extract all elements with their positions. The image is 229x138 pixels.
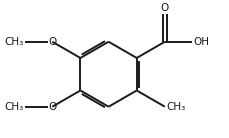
Text: O: O	[160, 3, 168, 13]
Text: OH: OH	[193, 37, 209, 47]
Text: CH₃: CH₃	[4, 37, 24, 47]
Text: CH₃: CH₃	[4, 102, 24, 112]
Text: O: O	[48, 37, 56, 47]
Text: CH₃: CH₃	[166, 102, 185, 112]
Text: O: O	[48, 102, 56, 112]
